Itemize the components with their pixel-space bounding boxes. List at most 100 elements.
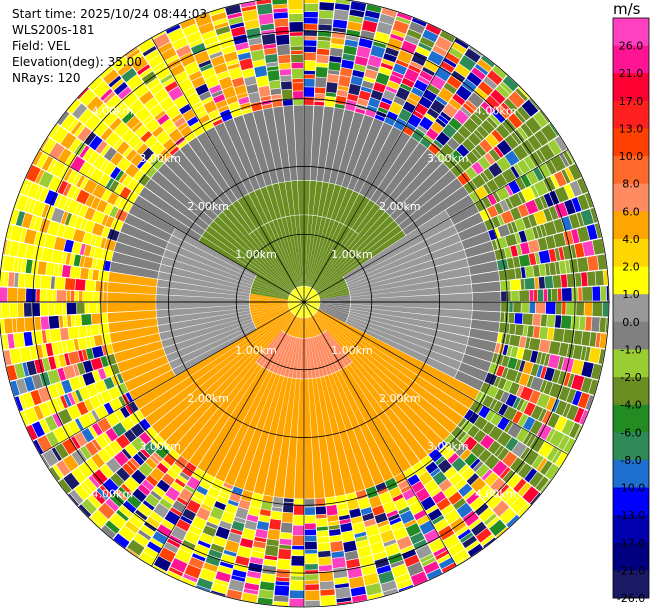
ppi-gate bbox=[39, 418, 51, 434]
ppi-gate bbox=[488, 426, 504, 441]
ppi-gate bbox=[216, 70, 230, 80]
ppi-gate bbox=[335, 494, 347, 505]
ppi-gate bbox=[456, 144, 470, 158]
ppi-gate bbox=[539, 224, 547, 237]
ppi-gate bbox=[162, 138, 177, 153]
ppi-gate bbox=[191, 516, 207, 530]
ppi-gate bbox=[211, 12, 227, 22]
ppi-gate bbox=[460, 420, 473, 433]
ppi-gate bbox=[100, 66, 114, 79]
ppi-gate bbox=[292, 535, 304, 546]
ppi-gate bbox=[72, 228, 86, 243]
ppi-gate bbox=[304, 302, 320, 304]
ppi-gate bbox=[223, 549, 237, 557]
ppi-gate bbox=[529, 302, 536, 314]
ppi-gate bbox=[139, 431, 152, 445]
ppi-gate bbox=[404, 34, 420, 46]
ppi-gate bbox=[470, 442, 486, 458]
ppi-gate bbox=[26, 360, 37, 376]
ppi-gate bbox=[156, 302, 250, 310]
ppi-gate bbox=[71, 391, 80, 404]
ppi-gate bbox=[114, 409, 125, 422]
ppi-gate bbox=[252, 492, 263, 501]
ppi-gate bbox=[188, 556, 205, 570]
ppi-gate bbox=[344, 550, 359, 561]
ppi-gate bbox=[166, 321, 254, 363]
ppi-gate bbox=[381, 58, 395, 67]
ppi-gate bbox=[227, 12, 242, 20]
ppi-gate bbox=[154, 65, 171, 81]
ppi-gate bbox=[289, 302, 304, 309]
ppi-gate bbox=[386, 111, 399, 121]
ppi-gate bbox=[78, 325, 88, 338]
ppi-gate bbox=[559, 152, 570, 168]
ppi-gate bbox=[20, 228, 27, 243]
ppi-gate bbox=[421, 557, 436, 567]
ppi-gate bbox=[317, 230, 406, 294]
ppi-gate bbox=[105, 216, 115, 228]
ppi-gate bbox=[58, 354, 67, 368]
ppi-gates bbox=[0, 0, 609, 607]
ppi-gate bbox=[483, 183, 492, 195]
ppi-gate bbox=[84, 207, 96, 221]
ppi-gate bbox=[168, 449, 180, 460]
ppi-gate bbox=[510, 207, 522, 221]
ppi-gate bbox=[208, 109, 220, 120]
ppi-gate bbox=[40, 137, 50, 151]
ppi-gate bbox=[138, 418, 151, 431]
ppi-gate bbox=[304, 515, 316, 524]
ppi-gate bbox=[374, 512, 388, 524]
ppi-gate bbox=[324, 375, 365, 492]
ppi-gate bbox=[376, 564, 392, 575]
ppi-gate bbox=[331, 551, 345, 559]
ppi-gate bbox=[258, 514, 270, 523]
ppi-gate bbox=[264, 222, 298, 288]
ppi-gate bbox=[356, 46, 371, 59]
ppi-gate bbox=[19, 179, 29, 195]
ppi-gate bbox=[61, 113, 76, 130]
ppi-gate bbox=[435, 36, 453, 52]
ppi-gate bbox=[528, 253, 537, 266]
ppi-gate bbox=[45, 205, 55, 220]
ppi-gate bbox=[507, 422, 522, 439]
ppi-gate bbox=[518, 463, 533, 479]
ppi-gate bbox=[181, 466, 194, 478]
ppi-gate bbox=[182, 23, 199, 37]
ppi-gate bbox=[63, 225, 76, 240]
ppi-gate bbox=[90, 234, 97, 246]
ppi-gate bbox=[118, 396, 127, 407]
ppi-gate bbox=[451, 70, 466, 83]
ppi-gate bbox=[24, 229, 37, 245]
ppi-gate bbox=[517, 159, 531, 174]
ppi-gate bbox=[522, 486, 539, 504]
ppi-outer-ring bbox=[0, 0, 610, 608]
ppi-gate bbox=[561, 216, 573, 231]
ppi-gate bbox=[48, 303, 55, 316]
ppi-gate bbox=[462, 103, 475, 114]
ppi-gate bbox=[233, 34, 248, 45]
ppi-gate bbox=[347, 118, 384, 191]
ppi-gate bbox=[430, 99, 446, 114]
ppi-gate bbox=[449, 472, 463, 486]
ppi-gate bbox=[465, 166, 478, 180]
ppi-gate bbox=[339, 518, 351, 525]
ppi-gate bbox=[4, 271, 9, 287]
ppi-gate bbox=[88, 425, 98, 438]
ppi-gate bbox=[57, 341, 64, 354]
ppi-gate bbox=[565, 260, 571, 274]
ppi-gate bbox=[404, 554, 420, 567]
ppi-gate bbox=[327, 514, 339, 522]
ppi-gate bbox=[274, 18, 289, 27]
ppi-gate bbox=[505, 197, 513, 210]
ppi-gate bbox=[410, 532, 425, 545]
ppi-gate bbox=[536, 351, 543, 365]
ppi-gate bbox=[285, 181, 295, 216]
ppi-gate bbox=[218, 76, 233, 90]
ppi-gate bbox=[420, 553, 434, 563]
ppi-gate bbox=[223, 51, 238, 63]
elevation-label: Elevation(deg): 35.00 bbox=[12, 55, 142, 69]
ppi-gate bbox=[568, 163, 582, 181]
ppi-gate bbox=[180, 362, 259, 462]
ppi-gate bbox=[337, 508, 350, 517]
ppi-gate bbox=[234, 374, 281, 490]
